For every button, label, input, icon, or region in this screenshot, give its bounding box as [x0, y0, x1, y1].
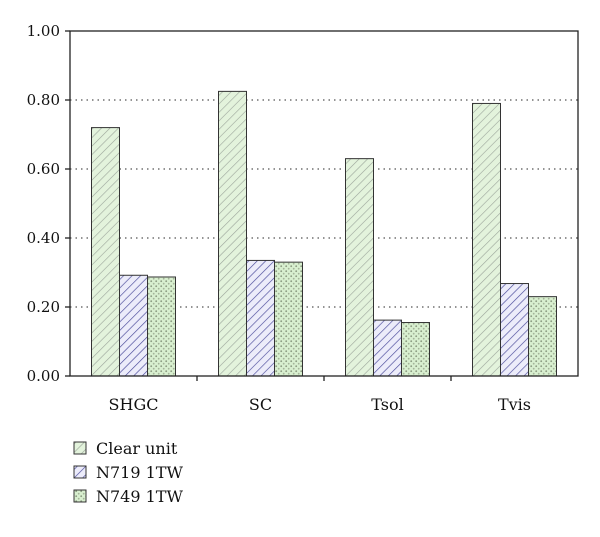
bars — [91, 90, 557, 377]
legend-label: N719 1TW — [96, 463, 183, 482]
legend: Clear unit N719 1TW N749 1TW — [73, 439, 183, 506]
axes — [65, 30, 579, 381]
bar-tvis-series-3 — [528, 296, 557, 377]
bar-tvis-series-1 — [472, 102, 501, 377]
x-tick-label: Tsol — [371, 395, 403, 414]
bar-sc-series-3 — [274, 261, 303, 377]
y-tick-label: 0.60 — [27, 160, 60, 178]
bar-sc-series-2 — [246, 259, 275, 377]
legend-swatch — [73, 441, 87, 455]
bar-tvis-series-2 — [500, 283, 529, 377]
x-tick-label: SC — [249, 395, 272, 414]
bar-shgc-series-1 — [91, 127, 120, 377]
bar-shgc-series-3 — [147, 276, 176, 377]
bar-tsol-series-3 — [401, 322, 430, 377]
x-tick-label: SHGC — [109, 395, 159, 414]
bar-tsol-series-2 — [373, 319, 402, 377]
x-tick-labels: SHGC SC Tsol Tvis — [109, 395, 531, 414]
y-tick-labels: 0.00 0.20 0.40 0.60 0.80 1.00 — [27, 22, 60, 385]
y-tick-label: 0.20 — [27, 298, 60, 316]
grid-lines — [70, 99, 578, 308]
y-tick-label: 1.00 — [27, 22, 60, 40]
bar-sc-series-1 — [218, 90, 247, 377]
bar-shgc-series-2 — [119, 274, 148, 377]
y-tick-label: 0.40 — [27, 229, 60, 247]
y-tick-label: 0.80 — [27, 91, 60, 109]
legend-label: N749 1TW — [96, 487, 183, 506]
bar-tsol-series-1 — [345, 158, 374, 377]
y-tick-label: 0.00 — [27, 367, 60, 385]
legend-swatch — [73, 465, 87, 479]
legend-swatch — [73, 489, 87, 503]
legend-label: Clear unit — [96, 439, 178, 458]
x-tick-label: Tvis — [498, 395, 531, 414]
